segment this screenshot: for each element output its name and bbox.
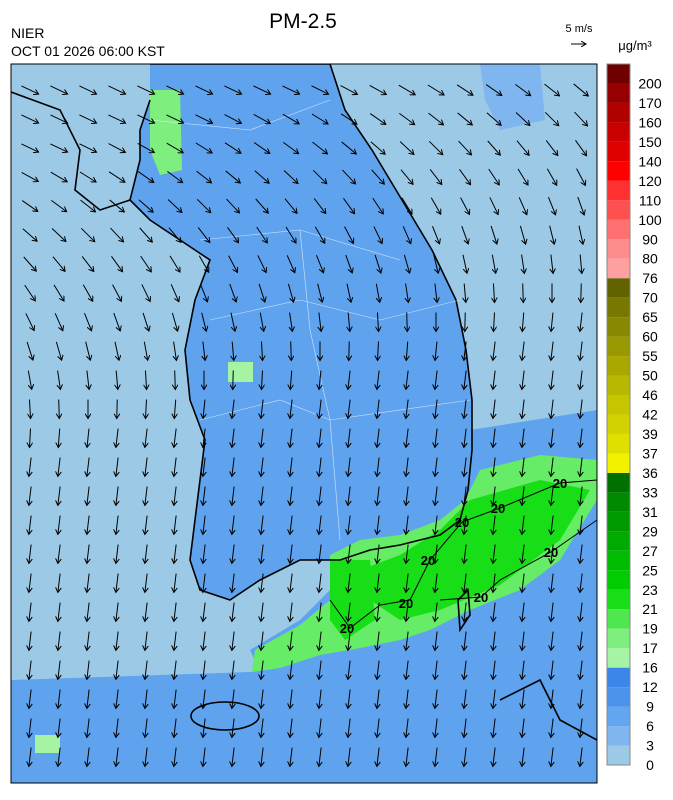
colorbar-tick-label: 170	[638, 95, 662, 111]
contour-label: 20	[491, 501, 505, 516]
colorbar-tick-label: 25	[642, 562, 658, 578]
colorbar-segment	[607, 570, 630, 589]
colorbar-tick-label: 60	[642, 329, 658, 345]
colorbar-tick-label: 39	[642, 426, 658, 442]
colorbar-segment	[607, 707, 630, 726]
wind-arrow	[175, 371, 176, 390]
colorbar-tick-label: 140	[638, 153, 662, 169]
colorbar-segment	[607, 473, 630, 492]
colorbar-segment	[607, 239, 630, 258]
colorbar-segment	[607, 317, 630, 336]
contour-label: 20	[553, 476, 567, 491]
colorbar-tick-label: 23	[642, 582, 658, 598]
pm-green-area	[35, 735, 60, 753]
colorbar-segment	[607, 161, 630, 180]
colorbar-segment	[607, 83, 630, 102]
colorbar-tick-label: 36	[642, 465, 658, 481]
wind-arrow	[523, 284, 524, 303]
wind-arrow	[291, 342, 292, 361]
colorbar-tick-label: 27	[642, 543, 658, 559]
colorbar-tick-label: 31	[642, 504, 658, 520]
colorbar-tick-label: 110	[639, 192, 662, 208]
colorbar-segment	[607, 687, 630, 706]
colorbar-segment	[607, 492, 630, 511]
colorbar-segment	[607, 278, 630, 297]
contour-label: 20	[544, 545, 558, 560]
colorbar-segment	[607, 337, 630, 356]
colorbar-tick-label: 19	[642, 621, 658, 637]
colorbar-segment	[607, 142, 630, 161]
colorbar-segment	[607, 376, 630, 395]
colorbar-tick-label: 42	[642, 407, 658, 423]
colorbar-segment	[607, 531, 630, 550]
colorbar-segment	[607, 103, 630, 122]
colorbar-segment	[607, 453, 630, 472]
wind-arrow	[407, 313, 408, 332]
contour-label: 20	[340, 621, 354, 636]
colorbar-tick-label: 29	[642, 523, 658, 539]
colorbar-tick-label: 150	[638, 134, 662, 150]
colorbar-segment	[607, 434, 630, 453]
colorbar-segment	[607, 590, 630, 609]
colorbar-segment	[607, 415, 630, 434]
colorbar-tick-label: 6	[646, 718, 654, 734]
wind-arrow	[59, 400, 60, 419]
colorbar-tick-label: 9	[646, 699, 654, 715]
colorbar-segment	[607, 726, 630, 745]
colorbar-segment	[607, 64, 630, 83]
colorbar-tick-label: 90	[642, 231, 658, 247]
colorbar-tick-label: 17	[642, 640, 658, 656]
colorbar-segment	[607, 512, 630, 531]
colorbar-segment	[607, 181, 630, 200]
colorbar-segment	[607, 395, 630, 414]
title: PM-2.5	[269, 10, 337, 33]
contour-label: 20	[399, 596, 413, 611]
colorbar-segment	[607, 298, 630, 317]
datetime: OCT 01 2026 06:00 KST	[11, 43, 165, 59]
map	[11, 64, 597, 783]
colorbar-tick-label: 100	[638, 212, 662, 228]
colorbar-tick-label: 12	[642, 679, 658, 695]
colorbar-tick-label: 3	[646, 738, 654, 754]
colorbar-segment	[607, 200, 630, 219]
contour-label: 20	[455, 515, 469, 530]
colorbar-segment	[607, 259, 630, 278]
colorbar-tick-label: 37	[642, 445, 658, 461]
colorbar-tick-label: 55	[642, 348, 658, 364]
colorbar-segment	[607, 356, 630, 375]
colorbar-segment	[607, 122, 630, 141]
colorbar-tick-label: 16	[642, 660, 658, 676]
colorbar-segment	[607, 629, 630, 648]
colorbar-tick-label: 76	[642, 270, 658, 286]
wind-scale-label: 5 m/s	[566, 23, 593, 35]
agency: NIER	[11, 25, 44, 41]
colorbar-segment	[607, 609, 630, 628]
contour-label: 20	[421, 553, 435, 568]
colorbar-tick-label: 21	[642, 601, 658, 617]
colorbar-tick-label: 46	[642, 387, 658, 403]
colorbar-unit: μg/m³	[618, 38, 652, 53]
contour-label: 20	[474, 590, 488, 605]
colorbar-tick-label: 80	[642, 251, 658, 267]
colorbar-tick-label: 50	[642, 368, 658, 384]
colorbar-segment	[607, 220, 630, 239]
colorbar-segment	[607, 551, 630, 570]
colorbar-segment	[607, 746, 630, 765]
colorbar-tick-label: 70	[642, 290, 658, 306]
colorbar-segment	[607, 648, 630, 667]
colorbar-tick-label: 160	[638, 114, 662, 130]
colorbar-tick-label: 33	[642, 484, 658, 500]
colorbar-tick-label: 200	[638, 75, 662, 91]
colorbar-tick-label: 0	[646, 757, 654, 773]
pm-green-area	[228, 362, 253, 382]
colorbar: 0369121617192123252729313336373942465055…	[607, 64, 662, 773]
colorbar-segment	[607, 668, 630, 687]
colorbar-tick-label: 65	[642, 309, 658, 325]
colorbar-tick-label: 120	[638, 173, 662, 189]
